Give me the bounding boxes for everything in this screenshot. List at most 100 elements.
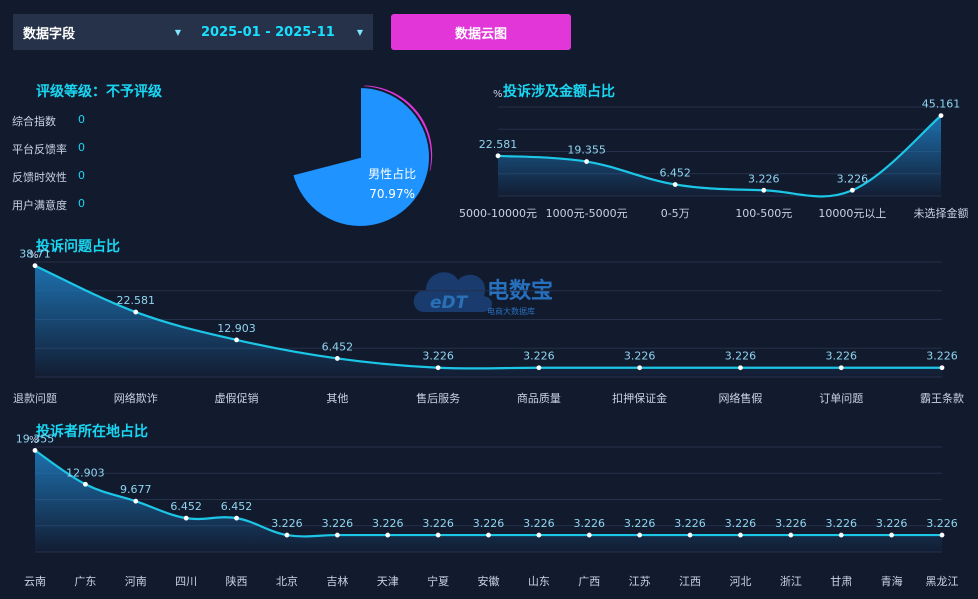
data-label: 3.226 bbox=[624, 517, 656, 530]
data-label: 3.226 bbox=[523, 517, 555, 530]
data-label: 3.226 bbox=[422, 350, 454, 363]
rating-row: 平台反馈率 0 bbox=[12, 141, 85, 157]
category-label: 黑龙江 bbox=[926, 575, 959, 588]
category-label: 霸王条款 bbox=[920, 391, 964, 405]
data-label: 6.452 bbox=[659, 167, 691, 180]
data-point bbox=[234, 515, 239, 521]
rating-row: 反馈时效性 0 bbox=[12, 169, 85, 185]
rating-row-value: 0 bbox=[78, 169, 85, 182]
data-label: 3.226 bbox=[926, 517, 958, 530]
data-label: 3.226 bbox=[725, 350, 757, 363]
data-point bbox=[334, 356, 340, 361]
data-point bbox=[334, 532, 340, 538]
category-label: 扣押保证金 bbox=[612, 391, 667, 405]
data-point bbox=[938, 113, 944, 119]
data-point bbox=[939, 365, 945, 371]
data-label: 3.226 bbox=[422, 517, 454, 530]
pie-slice bbox=[291, 85, 431, 228]
data-label: 3.226 bbox=[748, 172, 780, 185]
data-point bbox=[738, 365, 743, 371]
series-area bbox=[498, 115, 941, 197]
category-label: 退款问题 bbox=[13, 391, 57, 405]
problem-chart-title: 投诉问题占比 bbox=[36, 239, 120, 255]
category-label: 1000元-5000元 bbox=[546, 207, 628, 220]
category-label: 河南 bbox=[125, 575, 147, 588]
data-point bbox=[838, 365, 844, 371]
axis-unit-label: % bbox=[29, 435, 39, 446]
category-label: 北京 bbox=[276, 574, 298, 588]
data-point bbox=[838, 532, 844, 538]
data-field-select[interactable]: 数据字段 ▼ bbox=[13, 14, 191, 50]
region-chart: %19.355 云南 12.903 广东 9.677 河南 6.452 四川 6.452 陕西 3.… bbox=[16, 432, 959, 588]
data-label: 3.226 bbox=[926, 350, 958, 363]
axis-unit-label: % bbox=[493, 89, 503, 100]
category-label: 江西 bbox=[679, 575, 701, 588]
data-label: 45.161 bbox=[922, 98, 961, 111]
watermark-tagline: 电商大数据库 bbox=[487, 306, 535, 316]
data-label: 3.226 bbox=[473, 517, 505, 530]
rating-row-value: 0 bbox=[78, 113, 85, 126]
data-point bbox=[584, 159, 589, 164]
data-point bbox=[435, 365, 441, 371]
data-cloud-button[interactable]: 数据云图 bbox=[391, 14, 571, 50]
category-label: 山东 bbox=[528, 575, 550, 588]
data-point bbox=[385, 532, 391, 538]
category-label: 河北 bbox=[729, 575, 751, 588]
data-label: 3.226 bbox=[523, 350, 555, 363]
data-point bbox=[687, 532, 693, 538]
category-label: 云南 bbox=[24, 575, 46, 588]
category-label: 宁夏 bbox=[427, 574, 449, 588]
data-label: 3.226 bbox=[674, 517, 706, 530]
data-point bbox=[637, 365, 643, 371]
rating-row-label: 平台反馈率 bbox=[12, 143, 67, 156]
amount-chart-title: 投诉涉及金额占比 bbox=[503, 84, 615, 100]
category-label: 其他 bbox=[326, 392, 348, 405]
category-label: 江苏 bbox=[629, 575, 651, 588]
rating-row-label: 用户满意度 bbox=[12, 199, 67, 212]
rating-row-label: 综合指数 bbox=[12, 115, 56, 128]
category-label: 浙江 bbox=[780, 575, 802, 588]
data-point bbox=[738, 532, 743, 538]
watermark-logo-text: eDT bbox=[430, 293, 469, 313]
category-label: 广东 bbox=[74, 575, 96, 588]
category-label: 10000元以上 bbox=[818, 207, 886, 220]
data-label: 3.226 bbox=[775, 517, 807, 530]
data-label: 22.581 bbox=[479, 138, 518, 151]
data-point bbox=[32, 263, 38, 269]
chevron-down-icon: ▼ bbox=[174, 27, 181, 37]
data-point bbox=[672, 182, 678, 187]
category-label: 未选择金额 bbox=[914, 206, 969, 220]
region-chart-title: 投诉者所在地占比 bbox=[36, 424, 148, 440]
data-point bbox=[82, 481, 88, 487]
pie-slice-name: 男性占比 bbox=[368, 166, 416, 181]
data-point bbox=[637, 532, 643, 538]
watermark-logo: eDT 电数宝 电商大数据库 bbox=[413, 272, 553, 316]
data-label: 3.226 bbox=[322, 517, 354, 530]
data-label: 19.355 bbox=[567, 144, 606, 157]
problem-chart: %38.71 退款问题 22.581 网络欺诈 12.903 虚假促销 6.452 其他 3.2… bbox=[13, 248, 964, 405]
data-label: 3.226 bbox=[271, 517, 303, 530]
category-label: 0-5万 bbox=[661, 207, 690, 220]
axis-unit-label: % bbox=[29, 250, 39, 261]
category-label: 网络售假 bbox=[718, 391, 762, 405]
data-point bbox=[234, 337, 239, 343]
data-point bbox=[486, 532, 491, 538]
category-label: 青海 bbox=[881, 574, 903, 588]
data-point bbox=[536, 532, 542, 538]
data-label: 3.226 bbox=[574, 517, 606, 530]
date-range-select[interactable]: 2025-01 - 2025-11 ▼ bbox=[191, 14, 373, 50]
data-point bbox=[850, 187, 855, 193]
data-point bbox=[788, 532, 794, 538]
data-label: 38.71 bbox=[19, 248, 51, 261]
data-point bbox=[889, 532, 895, 538]
data-point bbox=[435, 532, 441, 538]
data-label: 3.226 bbox=[825, 350, 857, 363]
category-label: 5000-10000元 bbox=[459, 207, 537, 220]
category-label: 四川 bbox=[175, 575, 197, 588]
date-range-label: 2025-01 - 2025-11 bbox=[201, 24, 335, 40]
category-label: 100-500元 bbox=[735, 207, 792, 220]
rating-row: 用户满意度 0 bbox=[12, 197, 85, 213]
category-label: 甘肃 bbox=[830, 575, 852, 588]
data-label: 6.452 bbox=[170, 500, 202, 513]
